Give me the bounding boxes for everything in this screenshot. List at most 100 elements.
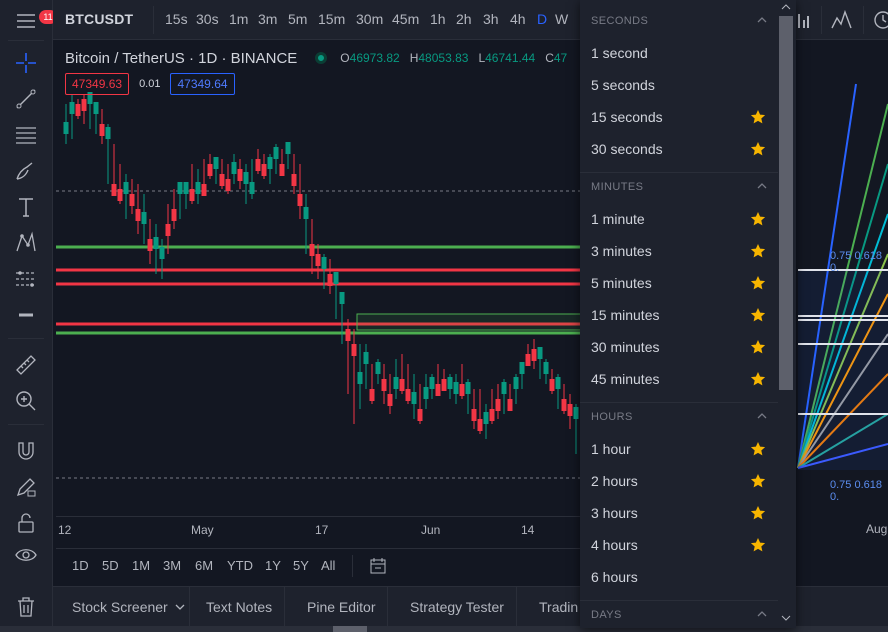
range-5y[interactable]: 5Y <box>293 558 309 573</box>
magnet-button[interactable] <box>8 436 44 466</box>
text-tool[interactable] <box>8 192 44 222</box>
pattern-tool[interactable] <box>8 228 44 258</box>
indicators-button[interactable] <box>827 6 857 34</box>
lock-drawings-button[interactable] <box>8 472 44 502</box>
timeframe-30s[interactable]: 30s <box>196 11 219 27</box>
favorite-star-icon[interactable] <box>750 141 766 157</box>
timeframe-3h[interactable]: 3h <box>483 11 499 27</box>
measure-tool[interactable] <box>8 350 44 380</box>
interval-45-minutes[interactable]: 45 minutes <box>580 363 778 395</box>
interval-2-hours[interactable]: 2 hours <box>580 465 778 497</box>
timeframe-1h[interactable]: 1h <box>430 11 446 27</box>
interval-5-seconds[interactable]: 5 seconds <box>580 69 778 101</box>
candle-body <box>375 362 381 374</box>
buy-button[interactable]: 47349.64 <box>170 73 235 95</box>
left-drawing-toolbar: 11 <box>0 0 57 632</box>
candle-body <box>75 104 81 116</box>
section-header-hours[interactable]: HOURS <box>580 402 778 432</box>
favorite-star-icon[interactable] <box>750 441 766 457</box>
candle-body <box>69 102 75 114</box>
favorite-star-icon[interactable] <box>750 371 766 387</box>
timeframe-15m[interactable]: 15m <box>318 11 346 27</box>
candle-body <box>327 274 333 286</box>
interval-1-minute[interactable]: 1 minute <box>580 203 778 235</box>
favorite-star-icon[interactable] <box>750 109 766 125</box>
interval-1-hour[interactable]: 1 hour <box>580 433 778 465</box>
favorite-star-icon[interactable] <box>750 505 766 521</box>
remove-tool[interactable] <box>8 300 44 330</box>
interval-3-hours[interactable]: 3 hours <box>580 497 778 529</box>
section-header-seconds[interactable]: SECONDS <box>580 6 778 36</box>
time-axis[interactable]: 12 May 17 Jun 14 <box>56 516 780 544</box>
interval-30-seconds[interactable]: 30 seconds <box>580 133 778 165</box>
lock-all-button[interactable] <box>8 508 44 538</box>
crosshair-tool[interactable] <box>8 48 44 78</box>
timeframe-3m[interactable]: 3m <box>258 11 278 27</box>
zoom-tool[interactable] <box>8 386 44 416</box>
favorite-star-icon[interactable] <box>750 211 766 227</box>
spread-value: 0.01 <box>139 78 161 90</box>
hide-drawings-button[interactable] <box>8 540 44 570</box>
favorite-star-icon[interactable] <box>750 473 766 489</box>
fib-retracement-tool[interactable] <box>8 120 44 150</box>
interval-15-minutes[interactable]: 15 minutes <box>580 299 778 331</box>
go-to-date-icon[interactable] <box>369 557 387 575</box>
candle-body <box>279 164 285 176</box>
tab-strategy-tester[interactable]: Strategy Tester <box>398 587 517 627</box>
range-5d[interactable]: 5D <box>102 558 119 573</box>
interval-6-hours[interactable]: 6 hours <box>580 561 778 593</box>
favorite-star-icon[interactable] <box>750 307 766 323</box>
favorite-star-icon[interactable] <box>750 537 766 553</box>
price-chart[interactable] <box>56 44 888 544</box>
prediction-tool[interactable] <box>8 264 44 294</box>
timeframe-D[interactable]: D <box>537 11 548 27</box>
favorite-star-icon[interactable] <box>750 243 766 259</box>
tab-stock-screener[interactable]: Stock Screener <box>60 587 190 627</box>
range-1d[interactable]: 1D <box>72 558 89 573</box>
alert-button[interactable] <box>868 6 888 34</box>
candle-body <box>333 272 339 284</box>
timeframe-1m[interactable]: 1m <box>229 11 249 27</box>
brush-tool[interactable] <box>8 156 44 186</box>
range-all[interactable]: All <box>321 558 336 573</box>
range-1m[interactable]: 1M <box>132 558 151 573</box>
scrollbar-thumb[interactable] <box>779 16 793 390</box>
timeframe-4h[interactable]: 4h <box>510 11 526 27</box>
sell-button[interactable]: 47349.63 <box>65 73 130 95</box>
range-ytd[interactable]: YTD <box>227 558 253 573</box>
dropdown-scrollbar[interactable] <box>778 0 794 628</box>
scroll-up-icon[interactable] <box>781 3 791 11</box>
interval-30-minutes[interactable]: 30 minutes <box>580 331 778 363</box>
timeframe-2h[interactable]: 2h <box>456 11 472 27</box>
section-header-days[interactable]: DAYS <box>580 600 778 628</box>
interval-3-minutes[interactable]: 3 minutes <box>580 235 778 267</box>
timeframe-15s[interactable]: 15s <box>165 11 188 27</box>
favorite-star-icon[interactable] <box>750 275 766 291</box>
tab-trading-panel[interactable]: Tradin <box>539 599 579 615</box>
delete-drawings-button[interactable] <box>8 592 44 622</box>
timeframe-30m[interactable]: 30m <box>356 11 384 27</box>
favorite-star-icon[interactable] <box>750 339 766 355</box>
interval-15-seconds[interactable]: 15 seconds <box>580 101 778 133</box>
range-6m[interactable]: 6M <box>195 558 214 573</box>
timeframe-W[interactable]: W <box>555 11 569 27</box>
interval-label: 15 minutes <box>591 307 660 323</box>
symbol-search-button[interactable]: BTCUSDT <box>65 11 134 27</box>
interval-1-second[interactable]: 1 second <box>580 37 778 69</box>
range-3m[interactable]: 3M <box>163 558 182 573</box>
trendline-tool[interactable] <box>8 84 44 114</box>
timeframe-5m[interactable]: 5m <box>288 11 308 27</box>
section-header-minutes[interactable]: MINUTES <box>580 172 778 202</box>
interval-4-hours[interactable]: 4 hours <box>580 529 778 561</box>
scroll-down-icon[interactable] <box>781 614 791 622</box>
tab-pine-editor[interactable]: Pine Editor <box>295 587 389 627</box>
candle-body <box>453 382 459 394</box>
interval-5-minutes[interactable]: 5 minutes <box>580 267 778 299</box>
menu-button[interactable]: 11 <box>8 6 57 36</box>
timeframe-45m[interactable]: 45m <box>392 11 420 27</box>
tab-text-notes[interactable]: Text Notes <box>194 587 286 627</box>
range-1y[interactable]: 1Y <box>265 558 281 573</box>
scrollbar-thumb[interactable] <box>333 626 367 632</box>
horizontal-scrollbar[interactable] <box>0 626 888 632</box>
candle-body <box>561 399 567 411</box>
